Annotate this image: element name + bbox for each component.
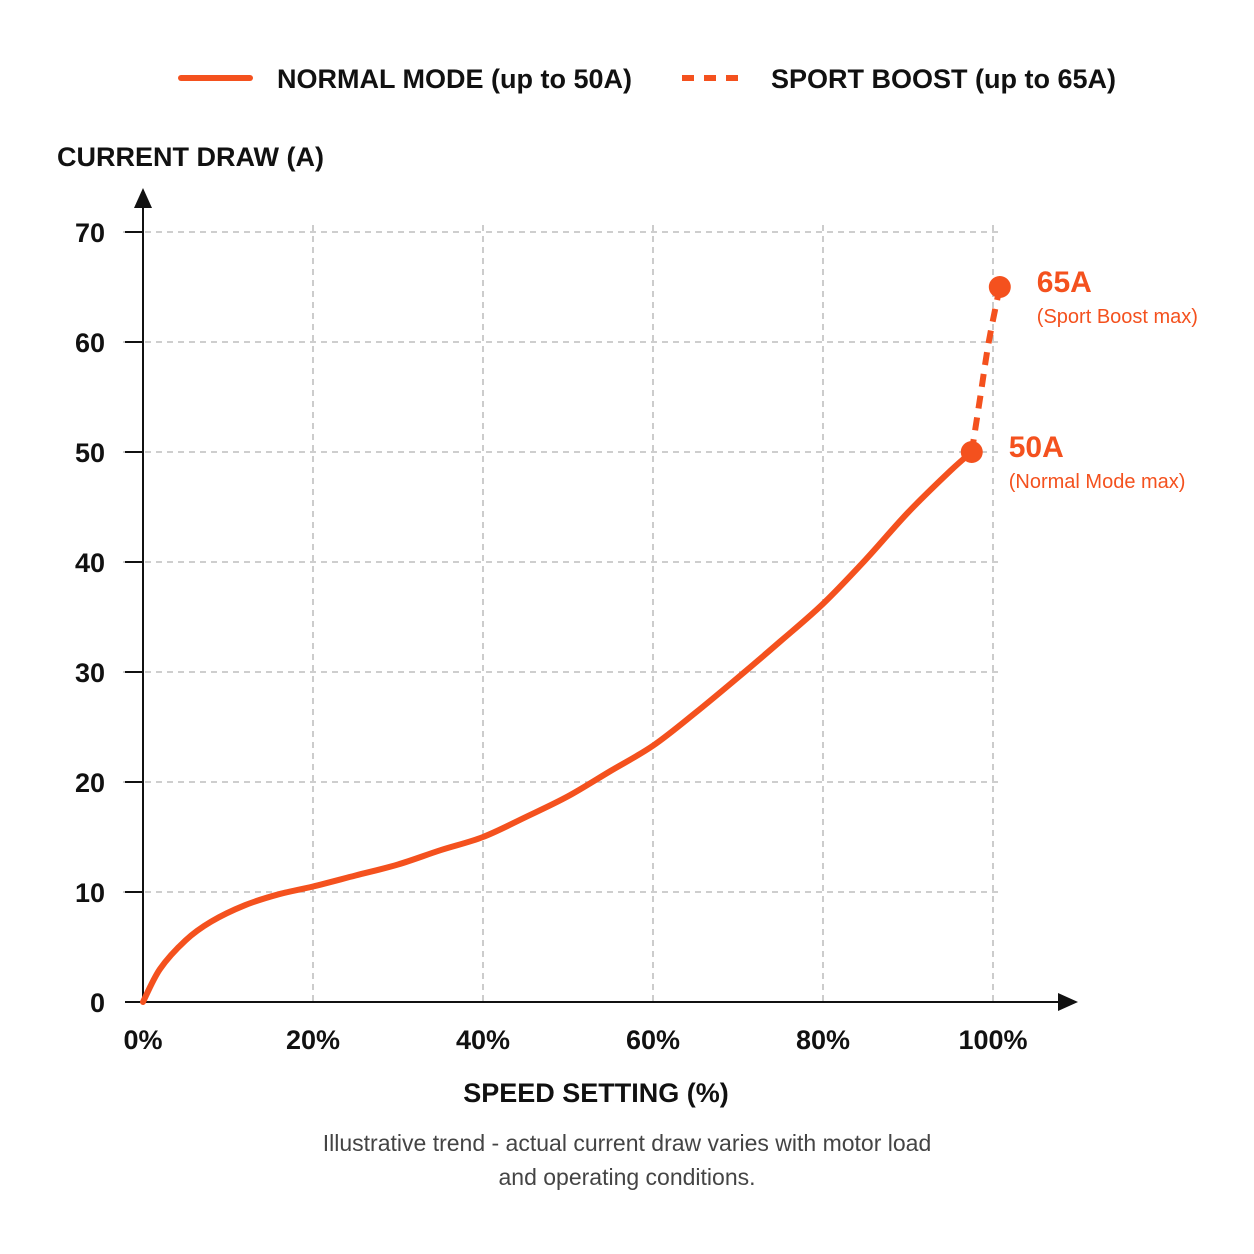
legend: NORMAL MODE (up to 50A) SPORT BOOST (up … bbox=[178, 64, 1116, 94]
series-line-normal-mode bbox=[140, 449, 975, 1005]
footnote: Illustrative trend - actual current draw… bbox=[227, 1126, 1027, 1194]
x-tick-label-80: 80% bbox=[796, 1025, 850, 1055]
legend-sport-label: SPORT BOOST (up to 65A) bbox=[771, 64, 1116, 94]
axes bbox=[125, 188, 1078, 1011]
y-axis-arrow bbox=[134, 188, 152, 208]
point-50A bbox=[960, 441, 983, 463]
annotations: 65A (Sport Boost max) 50A (Normal Mode max) bbox=[1009, 266, 1198, 493]
y-tick-label-50: 50 bbox=[75, 438, 105, 468]
x-tick-labels: 0% 20% 40% 60% 80% 100% bbox=[123, 1025, 1027, 1055]
footnote-line-1: Illustrative trend - actual current draw… bbox=[322, 1130, 932, 1156]
annotation-value-50A: 50A bbox=[1009, 431, 1064, 464]
y-tick-labels: 0 10 20 30 40 50 60 70 bbox=[75, 218, 105, 1018]
x-tick-label-60: 60% bbox=[626, 1025, 680, 1055]
y-tick-label-20: 20 bbox=[75, 768, 105, 798]
y-tick-label-30: 30 bbox=[75, 658, 105, 688]
data-points bbox=[960, 276, 1011, 463]
annotation-text-65A: (Sport Boost max) bbox=[1037, 306, 1198, 328]
grid bbox=[123, 225, 1003, 1002]
footnote-line-2: and operating conditions. bbox=[498, 1164, 756, 1190]
x-tick-label-100: 100% bbox=[958, 1025, 1027, 1055]
y-axis-title: CURRENT DRAW (A) bbox=[57, 142, 324, 172]
x-tick-label-40: 40% bbox=[456, 1025, 510, 1055]
x-tick-label-20: 20% bbox=[286, 1025, 340, 1055]
point-65A bbox=[988, 276, 1011, 298]
y-tick-label-40: 40 bbox=[75, 548, 105, 578]
annotation-text-50A: (Normal Mode max) bbox=[1009, 471, 1186, 493]
x-axis-arrow bbox=[1058, 993, 1078, 1011]
y-tick-label-60: 60 bbox=[75, 328, 105, 358]
y-tick-label-0: 0 bbox=[90, 988, 105, 1018]
series-line-sport-boost bbox=[968, 286, 1003, 453]
y-tick-label-10: 10 bbox=[75, 878, 105, 908]
series bbox=[140, 286, 1003, 1005]
legend-normal-label: NORMAL MODE (up to 50A) bbox=[277, 64, 632, 94]
x-tick-label-0: 0% bbox=[123, 1025, 162, 1055]
annotation-value-65A: 65A bbox=[1037, 266, 1092, 299]
y-tick-label-70: 70 bbox=[75, 218, 105, 248]
x-axis-title: SPEED SETTING (%) bbox=[463, 1078, 729, 1108]
